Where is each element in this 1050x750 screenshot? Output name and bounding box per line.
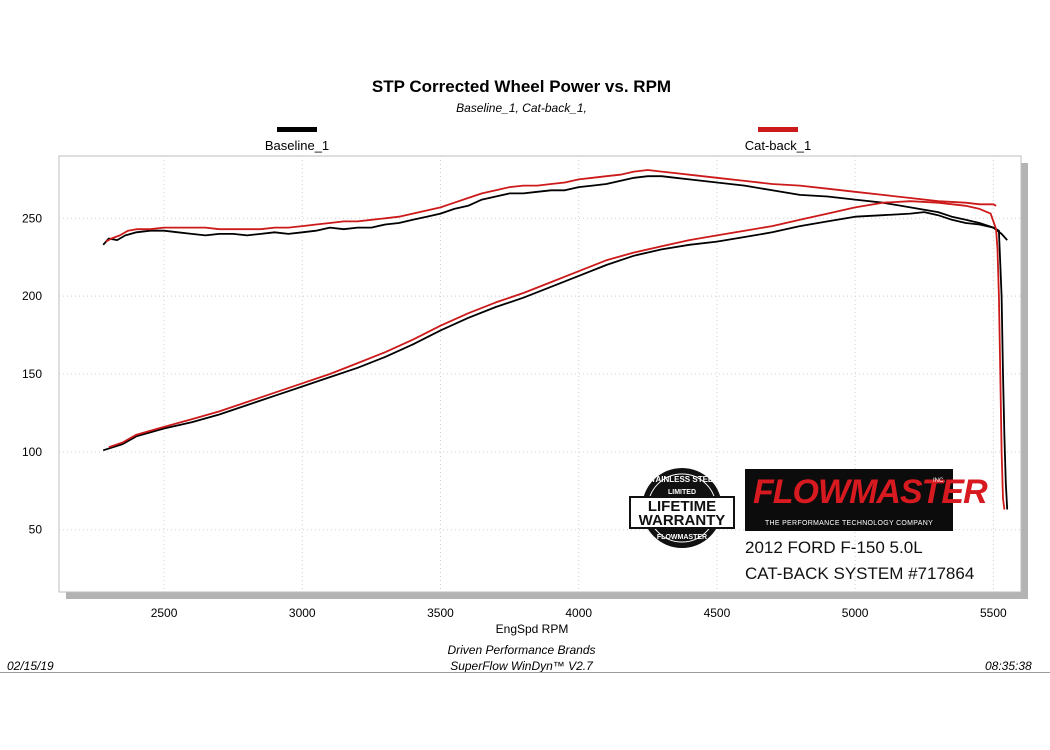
series-line-cat-back-1-torque (108, 200, 1006, 510)
warranty-limited-text: LIMITED (668, 489, 696, 496)
y-tick-label: 150 (22, 367, 42, 381)
flowmaster-wordmark: FLOWMASTER (753, 473, 988, 511)
flowmaster-inc: INC. (933, 478, 945, 484)
y-tick-label: 100 (22, 445, 42, 459)
x-tick-label: 5000 (842, 606, 869, 620)
footer-time: 08:35:38 (985, 659, 1032, 673)
x-tick-label: 3500 (427, 606, 454, 620)
footer-date: 02/15/19 (7, 659, 54, 673)
x-tick-label: 2500 (151, 606, 178, 620)
product-title: CAT-BACK SYSTEM #717864 (745, 564, 975, 583)
series (102, 169, 1009, 510)
series-line-baseline-1-power (102, 175, 1008, 246)
series-line-baseline-1-torque (102, 211, 1009, 510)
vehicle-title: 2012 FORD F-150 5.0L (745, 538, 923, 557)
legend-item-catback: Cat-back_1 (708, 127, 848, 153)
x-tick-label: 5500 (980, 606, 1007, 620)
y-tick-label: 250 (22, 211, 42, 225)
warranty-top-text: STAINLESS STEEL (646, 475, 718, 484)
chart-subtitle: Baseline_1, Cat-back_1, (456, 101, 587, 115)
footer-company: Driven Performance Brands (447, 643, 596, 657)
y-tick-label: 50 (29, 523, 43, 537)
flowmaster-logo: FLOWMASTER INC. THE PERFORMANCE TECHNOLO… (745, 469, 988, 531)
warranty-line2: WARRANTY (639, 512, 726, 529)
axis-ticks: 2500 3000 3500 4000 4500 5000 5500 50 100 150 200 2… (22, 211, 1007, 620)
warranty-brand-text: FLOWMASTER (657, 534, 707, 541)
legend-item-baseline: Baseline_1 (227, 127, 367, 153)
warranty-line1: LIFETIME (648, 498, 716, 515)
warranty-badge: STAINLESS STEEL LIMITED LIFETIME WARRANT… (628, 466, 736, 550)
legend-swatch-baseline (277, 127, 317, 132)
x-tick-label: 4500 (704, 606, 731, 620)
legend-label-catback: Cat-back_1 (744, 138, 812, 153)
grid (59, 156, 1021, 592)
legend-swatch-catback (758, 127, 798, 132)
footer-divider (0, 672, 1050, 673)
x-axis-title: EngSpd RPM (496, 622, 569, 636)
legend-label-baseline: Baseline_1 (264, 138, 330, 153)
chart-title: STP Corrected Wheel Power vs. RPM (371, 77, 672, 96)
y-tick-label: 200 (22, 289, 42, 303)
x-tick-label: 3000 (289, 606, 316, 620)
footer-software: SuperFlow WinDyn™ V2.7 (450, 659, 593, 673)
series-line-cat-back-1-power (105, 169, 997, 243)
warranty-banner (629, 496, 735, 529)
flowmaster-tagline: THE PERFORMANCE TECHNOLOGY COMPANY (764, 520, 934, 527)
x-tick-label: 4000 (565, 606, 592, 620)
